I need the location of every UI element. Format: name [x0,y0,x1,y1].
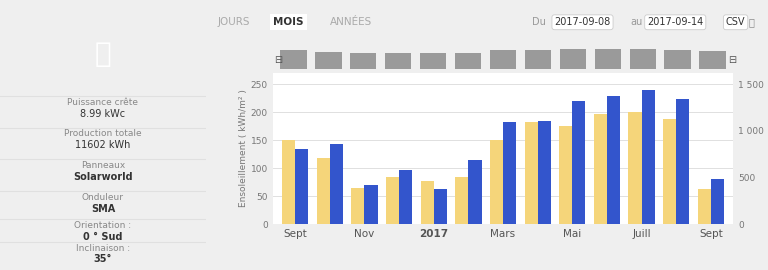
Text: Inclinaison :: Inclinaison : [76,244,130,252]
Bar [594,114,607,224]
Text: Panneaux: Panneaux [81,161,125,170]
Bar [282,140,295,224]
Bar [455,177,468,224]
Text: SMA: SMA [91,204,115,214]
Bar [421,181,434,224]
Bar [572,101,585,224]
Text: 2017-09-14: 2017-09-14 [647,17,703,27]
Bar [607,96,620,224]
Bar [700,51,726,69]
Text: ⊟: ⊟ [728,55,737,65]
Bar [525,50,551,69]
Bar [295,149,308,224]
Bar [316,158,329,224]
Bar [468,160,482,224]
Bar [316,52,342,69]
Bar [455,53,482,69]
Bar [420,53,446,69]
Bar [641,90,655,224]
Text: 0 ° Sud: 0 ° Sud [83,232,123,242]
Bar [386,177,399,224]
Bar [365,185,378,224]
Bar [350,53,376,69]
Text: Onduleur: Onduleur [82,193,124,202]
Text: 35°: 35° [94,254,112,265]
Text: MOIS: MOIS [273,17,304,27]
Text: ⓘ: ⓘ [748,17,754,27]
Bar [351,188,365,224]
Text: Puissance crête: Puissance crête [68,98,138,107]
Bar [630,49,656,69]
Bar [490,140,503,224]
Bar [329,144,343,224]
Bar [560,49,586,69]
Bar [386,53,412,69]
Text: CSV: CSV [726,17,745,27]
Text: 2017-09-08: 2017-09-08 [554,17,611,27]
Bar [280,50,306,69]
Bar [490,50,516,69]
Bar [434,189,447,224]
Text: JOURS: JOURS [217,17,250,27]
Bar [628,112,641,224]
Text: ANNÉES: ANNÉES [329,17,372,27]
Bar [664,50,690,69]
Bar [594,49,621,69]
Bar [698,189,711,224]
Text: 📷: 📷 [94,40,111,68]
Y-axis label: Ensoleillement ( kWh/m² ): Ensoleillement ( kWh/m² ) [239,90,248,207]
Bar [538,122,551,224]
Text: Du: Du [532,17,546,27]
Text: 11602 kWh: 11602 kWh [75,140,131,150]
Bar [663,119,677,224]
Bar [399,170,412,224]
Text: au: au [631,17,643,27]
Text: Solarworld: Solarworld [73,172,133,182]
Bar [559,126,572,224]
Text: 8.99 kWc: 8.99 kWc [81,109,125,119]
Bar [711,179,724,224]
Bar [503,122,516,224]
Text: Orientation :: Orientation : [74,221,131,230]
Bar [677,99,690,224]
Text: ⊟: ⊟ [274,55,283,65]
Bar [525,122,538,224]
Text: Production totale: Production totale [64,130,142,139]
